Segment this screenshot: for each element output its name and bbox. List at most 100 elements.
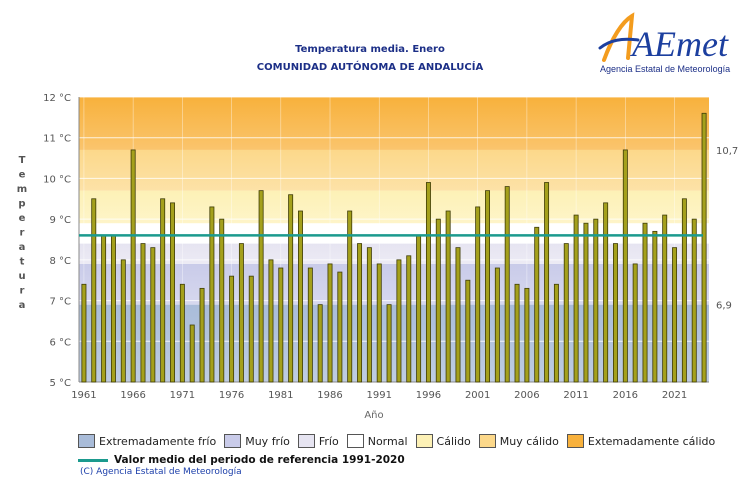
bar-1988 xyxy=(347,210,353,383)
bar-1980 xyxy=(268,259,274,383)
bar-2011 xyxy=(573,214,579,383)
bar-1981 xyxy=(278,267,284,383)
reference-line-swatch xyxy=(78,458,108,462)
legend-label: Frío xyxy=(318,434,339,448)
bar-1986 xyxy=(327,263,333,383)
bar-2006 xyxy=(524,287,530,383)
bar-2020 xyxy=(662,214,668,383)
bar-2017 xyxy=(632,263,638,383)
y-tick-label: 8 °C xyxy=(49,256,71,267)
band-normal xyxy=(79,223,709,244)
bar-1979 xyxy=(258,190,264,383)
aemet-logo: AEmet xyxy=(598,12,729,64)
x-tick-label: 2011 xyxy=(563,390,588,401)
bar-1997 xyxy=(435,218,441,383)
y-tick-label: 9 °C xyxy=(49,215,71,226)
bar-1993 xyxy=(396,259,402,383)
legend-label: Normal xyxy=(367,434,408,448)
bar-2001 xyxy=(475,206,481,383)
x-tick-label: 1986 xyxy=(317,390,342,401)
x-axis-label: Año xyxy=(364,410,383,421)
y-tick-label: 6 °C xyxy=(49,337,71,348)
legend-item: Extremadamente frío xyxy=(78,434,216,448)
bar-2015 xyxy=(613,243,618,383)
y-tick-label: 7 °C xyxy=(49,297,71,308)
y-axis-label-letter: a xyxy=(19,300,26,311)
bar-1976 xyxy=(229,275,235,383)
bar-1968 xyxy=(150,247,156,383)
bar-2002 xyxy=(485,190,490,383)
x-tick-label: 2001 xyxy=(465,390,490,401)
bar-2022 xyxy=(681,198,687,383)
bar-2010 xyxy=(563,243,569,383)
logo-mark: AEmet xyxy=(630,24,729,64)
y-tick-label: 10 °C xyxy=(43,174,71,185)
bar-1995 xyxy=(416,235,422,383)
bar-1991 xyxy=(376,263,382,383)
x-tick-label: 1976 xyxy=(219,390,244,401)
legend: Extremadamente frío Muy frío Frío Normal Cál… xyxy=(78,434,715,448)
bar-2004 xyxy=(504,186,510,383)
bar-1982 xyxy=(288,194,294,383)
x-tick-label: 2021 xyxy=(662,390,687,401)
band-muy-cálido xyxy=(79,149,709,191)
x-tick-label: 1966 xyxy=(120,390,145,401)
bar-2018 xyxy=(642,222,648,383)
bar-1994 xyxy=(406,255,412,383)
legend-label: Cálido xyxy=(436,434,471,448)
chart-title: Temperatura media. Enero xyxy=(295,44,445,55)
bar-1985 xyxy=(317,304,323,383)
bar-1974 xyxy=(209,206,215,383)
bar-1969 xyxy=(160,198,166,383)
legend-item: Muy cálido xyxy=(478,434,559,448)
bar-1961 xyxy=(81,283,87,383)
copyright: (C) Agencia Estatal de Meteorología xyxy=(80,467,242,477)
x-tick-label: 1991 xyxy=(367,390,392,401)
x-tick-label: 1961 xyxy=(71,390,96,401)
bar-1970 xyxy=(170,202,175,383)
y-tick-label: 5 °C xyxy=(49,378,71,389)
bar-2005 xyxy=(514,283,520,383)
bar-2024 xyxy=(701,112,707,383)
bar-1992 xyxy=(386,304,392,383)
y-axis-label-letter: p xyxy=(18,199,25,210)
bar-2012 xyxy=(583,222,589,383)
legend-item: Frío xyxy=(297,434,339,448)
legend-label: Muy frío xyxy=(245,434,290,448)
x-tick-label: 2006 xyxy=(514,390,539,401)
x-tick-label: 1971 xyxy=(170,390,195,401)
bar-1998 xyxy=(445,210,451,383)
bar-1966 xyxy=(130,149,136,383)
bar-2014 xyxy=(603,202,609,383)
legend-swatch xyxy=(297,434,315,448)
threshold-label: 6,9 xyxy=(716,301,732,312)
reference-label: Valor medio del periodo de referencia 19… xyxy=(114,454,405,466)
bar-1963 xyxy=(101,235,107,383)
bar-1975 xyxy=(219,218,225,383)
bar-2013 xyxy=(593,218,599,383)
y-axis-label-letter: r xyxy=(20,286,25,297)
legend-item: Extemadamente cálido xyxy=(566,434,715,448)
legend-label: Extremadamente frío xyxy=(99,434,217,448)
bar-1983 xyxy=(298,210,303,383)
x-tick-label: 2016 xyxy=(613,390,638,401)
y-axis-label-letter: T xyxy=(19,155,26,166)
legend-swatch xyxy=(415,434,433,448)
bar-1964 xyxy=(110,235,116,383)
bar-1962 xyxy=(91,198,97,383)
x-tick-label: 1981 xyxy=(268,390,293,401)
bar-1972 xyxy=(189,324,195,383)
legend-swatch xyxy=(346,434,364,448)
reference-legend: Valor medio del periodo de referencia 19… xyxy=(78,454,405,466)
bar-1984 xyxy=(307,267,313,383)
y-axis-label-letter: u xyxy=(18,271,25,282)
threshold-label: 10,7 xyxy=(716,146,738,157)
bar-1987 xyxy=(337,271,343,383)
legend-item: Normal xyxy=(346,434,408,448)
legend-swatch xyxy=(224,434,242,448)
bar-1989 xyxy=(357,243,363,383)
legend-item: Muy frío xyxy=(224,434,290,448)
bar-2021 xyxy=(672,247,678,383)
bar-2009 xyxy=(553,283,559,383)
